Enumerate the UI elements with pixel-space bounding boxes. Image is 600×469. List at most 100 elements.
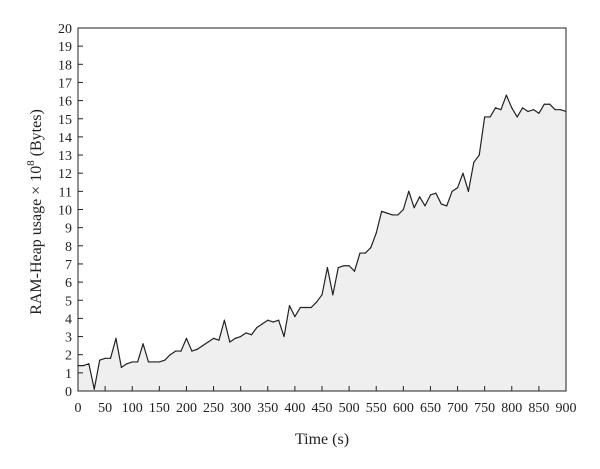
y-tick-label: 16 [58, 95, 72, 110]
data-point [240, 335, 242, 338]
data-point [554, 109, 556, 111]
data-point [288, 305, 291, 307]
data-point [315, 301, 318, 303]
x-axis-title: Time (s) [295, 431, 349, 448]
y-axis-title-exponent: 8 [25, 160, 37, 166]
data-point [180, 350, 182, 352]
data-point [283, 335, 285, 338]
data-point [305, 306, 307, 309]
data-point [446, 205, 448, 207]
data-point [478, 154, 480, 156]
data-point [456, 187, 459, 189]
data-point [424, 205, 426, 207]
y-tick-label: 7 [65, 258, 72, 273]
data-point [207, 341, 209, 343]
x-tick-label: 600 [393, 401, 414, 416]
data-point [104, 357, 106, 359]
y-axis-title: RAM-Heap usage × 108 (Bytes) [25, 109, 45, 315]
data-point [147, 361, 150, 363]
data-point [435, 192, 437, 194]
data-point [278, 319, 280, 321]
data-point [229, 341, 231, 343]
data-point [370, 247, 372, 249]
data-point [169, 354, 171, 356]
data-point [359, 252, 361, 254]
data-point [484, 116, 486, 118]
data-point [419, 196, 421, 198]
data-point [364, 252, 366, 254]
x-tick-label: 700 [447, 401, 468, 416]
data-point [375, 232, 377, 234]
data-point [131, 361, 133, 363]
y-tick-label: 8 [65, 240, 72, 255]
data-point [451, 190, 453, 192]
data-point [93, 388, 95, 390]
data-point [467, 190, 469, 192]
data-point [191, 350, 193, 352]
y-tick-label: 1 [65, 367, 72, 382]
data-point [505, 94, 507, 96]
x-tick-label: 100 [122, 401, 143, 416]
data-point [99, 359, 101, 361]
data-point [153, 361, 155, 363]
y-tick-label: 2 [65, 349, 72, 364]
data-point [126, 363, 128, 365]
data-point [462, 172, 464, 174]
data-point [223, 319, 225, 321]
series-area-fill [78, 95, 566, 392]
x-tick-label: 800 [501, 401, 522, 416]
data-point [522, 107, 524, 109]
data-point [538, 112, 540, 114]
x-tick-label: 150 [149, 401, 170, 416]
data-point [120, 366, 122, 368]
data-point [256, 326, 258, 329]
data-point [332, 294, 334, 296]
data-point [532, 109, 535, 111]
data-point [272, 321, 274, 323]
data-point [202, 345, 204, 347]
data-point [516, 116, 518, 118]
y-tick-label: 0 [65, 385, 72, 400]
data-point [218, 339, 220, 341]
x-tick-label: 350 [257, 401, 278, 416]
data-point [234, 337, 236, 339]
x-tick-label: 50 [98, 401, 112, 416]
data-point [381, 210, 383, 212]
data-point [429, 194, 432, 196]
x-tick-label: 200 [176, 401, 197, 416]
data-point [337, 266, 339, 269]
data-point [267, 319, 269, 321]
data-point [321, 294, 323, 296]
data-point [137, 361, 139, 363]
y-tick-label: 12 [58, 167, 72, 182]
x-tick-label: 650 [420, 401, 441, 416]
data-point [115, 337, 117, 339]
data-point [80, 364, 82, 367]
x-tick-label: 250 [203, 401, 224, 416]
x-tick-label: 500 [339, 401, 360, 416]
data-point [261, 323, 263, 325]
data-point [413, 207, 415, 209]
data-point [82, 364, 85, 367]
y-tick-label: 14 [58, 131, 72, 146]
data-point [511, 107, 513, 109]
y-tick-label: 18 [58, 58, 72, 73]
data-point [402, 208, 404, 211]
x-tick-label: 300 [230, 401, 251, 416]
y-tick-label: 4 [65, 312, 72, 327]
data-point [559, 109, 562, 111]
data-point [397, 214, 399, 216]
data-point [549, 103, 551, 105]
y-tick-label: 9 [65, 222, 72, 237]
data-point [158, 361, 160, 363]
data-point [473, 161, 475, 163]
data-point [391, 214, 394, 216]
data-point [196, 348, 198, 350]
y-axis-title-unit: (Bytes) [28, 109, 45, 160]
y-tick-label: 17 [58, 76, 72, 91]
data-point [494, 107, 497, 109]
x-tick-label: 400 [284, 401, 305, 416]
y-tick-label: 20 [58, 22, 72, 37]
